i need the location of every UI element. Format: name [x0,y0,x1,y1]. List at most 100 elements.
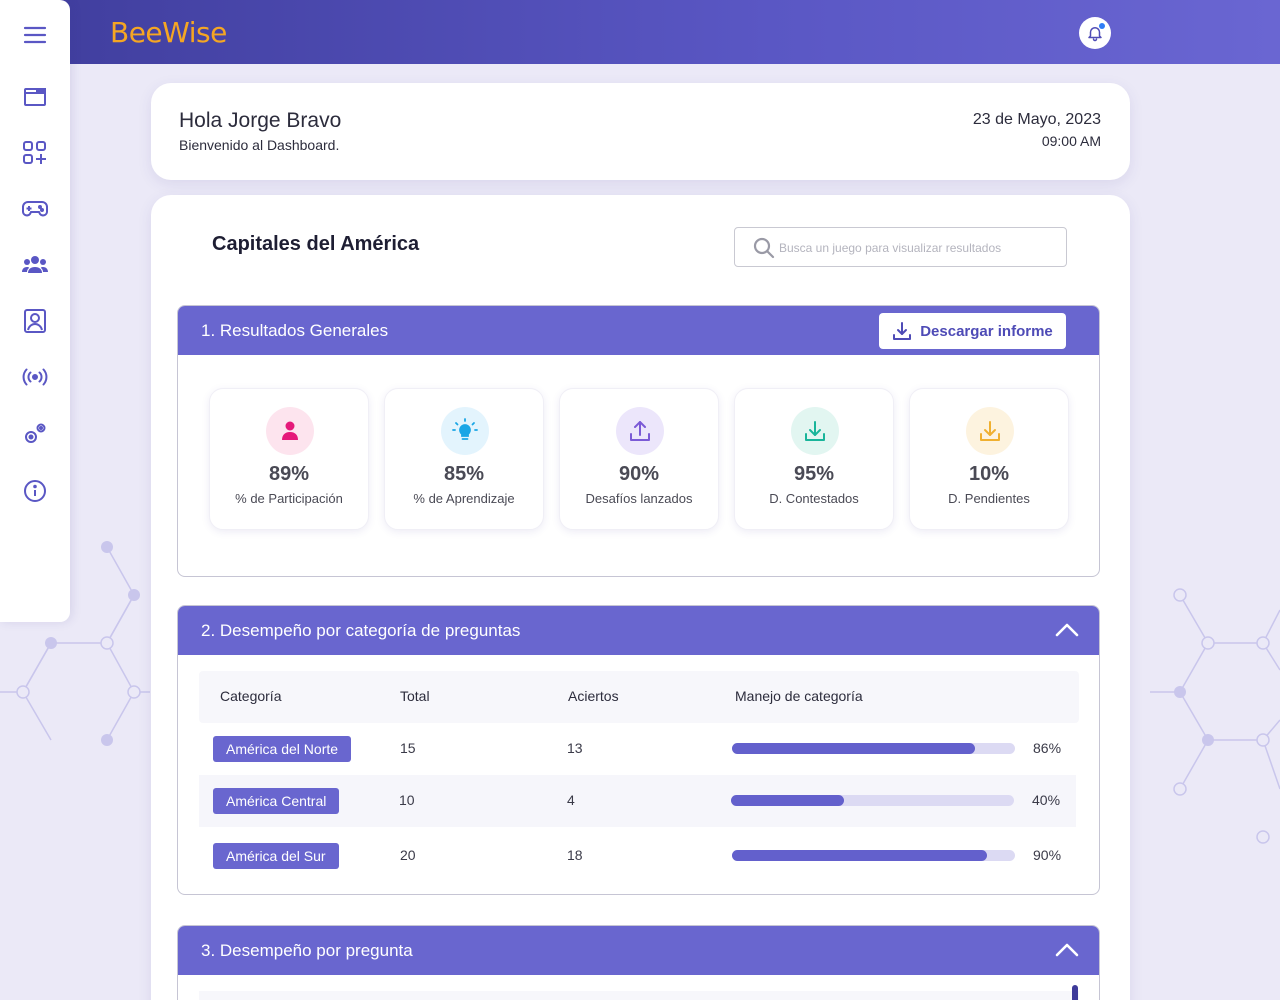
stat-label: Desafíos lanzados [585,491,693,506]
download-icon [805,421,825,441]
section-header[interactable]: 3. Desempeño por pregunta [178,926,1099,975]
search-box [734,227,1067,267]
correct-cell: 13 [567,740,583,756]
search-input[interactable] [779,238,1059,258]
sidebar-item-games[interactable] [21,195,49,223]
category-badge[interactable]: América del Norte [213,736,352,762]
table-header [199,991,1079,1000]
notifications-button[interactable] [1079,17,1111,49]
table-row: América Central 10 4 40% [199,775,1076,827]
download-report-button[interactable]: Descargar informe [879,313,1066,349]
sidebar-item-settings[interactable] [21,420,49,448]
sidebar-item-users[interactable] [21,251,49,279]
column-header-category: Categoría [220,688,282,704]
percent-cell: 40% [1032,792,1061,808]
column-header-category-mastery: Manejo de categoría [735,688,863,704]
progress-track [732,743,1015,754]
stat-label: % de Participación [235,491,343,506]
progress-track [732,850,1015,861]
table-row: América del Norte 15 13 86% [199,723,1076,775]
section-title: 2. Desempeño por categoría de preguntas [201,621,521,640]
lightbulb-icon [452,418,478,440]
greeting-subtitle: Bienvenido al Dashboard. [179,137,340,153]
category-badge[interactable]: América Central [213,788,340,814]
sidebar-item-broadcast[interactable] [21,363,49,391]
stat-label: % de Aprendizaje [413,491,515,506]
stat-card-participation: 89% % de Participación [209,388,369,530]
sidebar-item-window[interactable] [21,83,49,111]
stat-icon-badge [791,407,839,455]
stat-value: 10% [968,463,1010,485]
correct-cell: 4 [567,792,575,808]
stat-card-answered: 95% D. Contestados [734,388,894,530]
person-icon [282,421,298,440]
section-header: 1. Resultados Generales Descargar inform… [178,306,1099,355]
percent-cell: 90% [1033,847,1062,863]
greeting-title: Hola Jorge Bravo [179,109,342,132]
current-date: 23 de Mayo, 2023 [972,111,1101,128]
top-bar: BeeWise [0,0,1280,64]
sidebar-item-profile[interactable] [21,307,49,335]
category-badge[interactable]: América del Sur [213,843,339,869]
percent-cell: 86% [1033,740,1062,756]
sidebar [0,0,70,622]
total-cell: 15 [400,740,416,756]
apps-add-icon [23,141,46,164]
stat-card-challenges-launched: 90% Desafíos lanzados [559,388,719,530]
download-report-label: Descargar informe [920,322,1053,340]
settings-icon [25,423,46,443]
results-card: Capitales del América 1. Resultados Gene… [151,195,1130,1000]
section-header[interactable]: 2. Desempeño por categoría de preguntas [178,606,1099,655]
gamepad-icon [22,201,48,217]
question-performance-section: 3. Desempeño por pregunta [177,925,1100,1000]
upload-icon [630,421,650,441]
notification-dot [1099,23,1105,29]
stat-value: 95% [793,463,835,485]
scrollbar-thumb[interactable] [1072,985,1078,1000]
general-results-section: 1. Resultados Generales Descargar inform… [177,305,1100,577]
search-icon [753,237,775,259]
stat-label: D. Pendientes [948,491,1030,506]
correct-cell: 18 [567,847,583,863]
menu-button[interactable] [21,21,49,49]
greeting-card: Hola Jorge Bravo Bienvenido al Dashboard… [151,83,1130,180]
window-icon [24,88,46,106]
stat-label: D. Contestados [769,491,859,506]
download-icon [980,421,1000,441]
chevron-up-icon[interactable] [1055,622,1079,638]
page-title: Capitales del América [212,233,420,255]
column-header-correct: Aciertos [568,688,619,704]
stat-value: 85% [443,463,485,485]
bell-icon [1088,27,1102,42]
stat-value: 90% [618,463,660,485]
table-header: Categoría Total Aciertos Manejo de categ… [199,671,1079,723]
profile-icon [24,309,46,333]
category-performance-section: 2. Desempeño por categoría de preguntas … [177,605,1100,895]
total-cell: 20 [400,847,416,863]
stat-card-learning: 85% % de Aprendizaje [384,388,544,530]
menu-icon [23,26,47,44]
users-icon [22,256,48,273]
sidebar-item-apps[interactable] [21,139,49,167]
brand-logo[interactable]: BeeWise [110,16,227,49]
chevron-up-icon[interactable] [1055,942,1079,958]
stat-card-pending: 10% D. Pendientes [909,388,1069,530]
info-icon [24,480,46,502]
total-cell: 10 [399,792,415,808]
section-title: 3. Desempeño por pregunta [201,941,413,960]
sidebar-item-info[interactable] [21,477,49,505]
broadcast-icon [22,368,48,386]
section-title: 1. Resultados Generales [201,321,389,340]
progress-fill [732,850,987,861]
progress-fill [731,795,845,806]
download-icon [893,322,912,340]
stat-icon-badge [441,407,489,455]
progress-fill [732,743,976,754]
table-row: América del Sur 20 18 90% [199,830,1076,882]
progress-track [731,795,1014,806]
stat-value: 89% [268,463,310,485]
stat-icon-badge [266,407,314,455]
column-header-total: Total [400,688,430,704]
current-time: 09:00 AM [1041,133,1101,149]
stat-icon-badge [966,407,1014,455]
